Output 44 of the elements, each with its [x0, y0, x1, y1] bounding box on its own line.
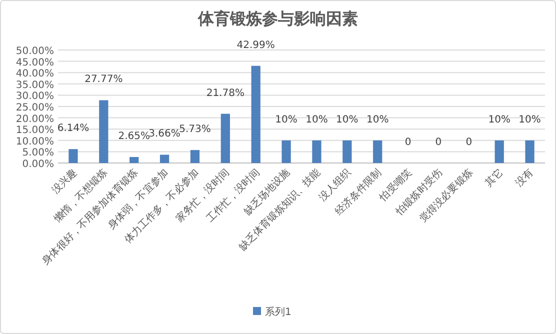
- data-label: 3.66%: [148, 128, 180, 140]
- bar: [373, 140, 382, 163]
- data-label: 10%: [518, 114, 541, 126]
- bar: [282, 140, 291, 163]
- y-tick-label: 5.00%: [22, 148, 54, 159]
- y-tick-label: 10.00%: [16, 136, 54, 148]
- y-tick-label: 40.00%: [16, 68, 54, 80]
- bar: [312, 140, 322, 163]
- bar: [251, 66, 260, 163]
- data-label: 6.14%: [57, 123, 90, 134]
- x-tick-label: 其它: [482, 166, 506, 190]
- data-label: 0: [435, 137, 442, 148]
- data-label: 10%: [366, 114, 389, 126]
- data-label: 42.99%: [236, 40, 275, 51]
- y-tick-label: 50.00%: [16, 46, 54, 57]
- y-tick-label: 35.00%: [16, 80, 54, 91]
- y-tick-label: 15.00%: [16, 125, 54, 136]
- data-label: 21.78%: [206, 88, 244, 99]
- data-label: 10%: [336, 114, 358, 126]
- y-tick-label: 0.00%: [22, 159, 54, 170]
- bar: [68, 149, 78, 163]
- bar: [130, 157, 139, 163]
- chart-title: 体育锻炼参与影响因素: [197, 9, 358, 28]
- y-tick-label: 30.00%: [16, 91, 54, 102]
- legend-label: 系列1: [265, 306, 292, 318]
- data-label: 5.73%: [179, 124, 211, 136]
- bar: [99, 100, 108, 163]
- y-tick-label: 25.00%: [16, 102, 54, 114]
- data-label: 10%: [488, 114, 510, 126]
- bar: [190, 150, 200, 163]
- data-label: 27.77%: [84, 74, 123, 86]
- data-label: 2.65%: [118, 131, 150, 142]
- y-tick-label: 20.00%: [16, 114, 54, 125]
- bar: [160, 154, 170, 163]
- bar: [342, 140, 352, 163]
- bar: [220, 114, 230, 163]
- bar: [525, 140, 534, 163]
- y-tick-label: 45.00%: [16, 57, 54, 68]
- data-label: 10%: [306, 114, 328, 126]
- data-label: 0: [466, 137, 472, 148]
- x-tick-label: 没有: [513, 166, 536, 190]
- data-label: 10%: [275, 114, 298, 126]
- bar: [494, 140, 504, 163]
- data-label: 0: [404, 137, 412, 148]
